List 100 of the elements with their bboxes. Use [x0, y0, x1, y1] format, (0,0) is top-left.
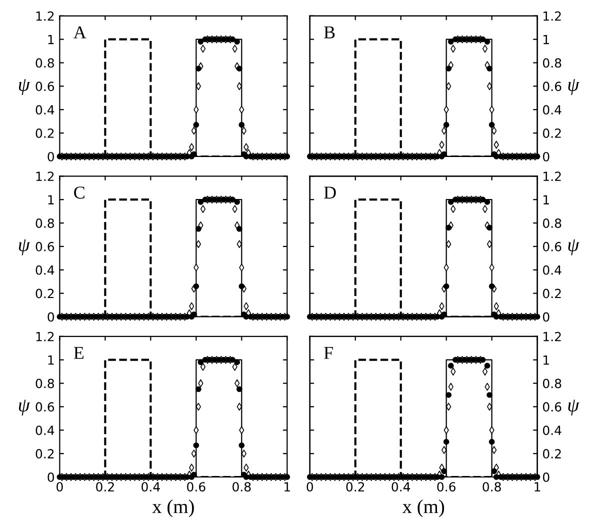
point — [407, 474, 413, 480]
x-tick-label: 1 — [534, 482, 540, 492]
point — [325, 154, 331, 160]
point — [484, 362, 490, 369]
y-tick-label: 1.2 — [36, 332, 54, 342]
y2-tick-label: 1.2 — [544, 332, 561, 342]
point — [80, 474, 86, 480]
point — [198, 38, 204, 45]
y-tick-label: 0.8 — [36, 218, 54, 228]
y2-tick-label: 0.6 — [542, 402, 562, 412]
y-tick-label: 0.4 — [36, 265, 54, 275]
annotation: B — [324, 26, 335, 38]
point — [486, 392, 492, 398]
point — [443, 438, 450, 445]
point — [316, 154, 322, 160]
point — [130, 474, 136, 480]
x-tick-label: 0.8 — [482, 482, 501, 492]
point — [84, 154, 90, 160]
y2-tick-label: 1 — [544, 195, 549, 204]
point — [134, 154, 140, 160]
point — [488, 122, 495, 128]
point — [486, 402, 492, 411]
point — [370, 474, 376, 480]
y-tick-label: 1 — [48, 355, 54, 365]
y-tick-label: 1 — [48, 195, 54, 204]
point — [266, 154, 272, 160]
x-tick-label: 0.4 — [142, 482, 160, 492]
y2-tick-label: 0.2 — [542, 449, 561, 458]
point — [482, 44, 488, 53]
point — [238, 122, 245, 128]
x-axis-title: x (m) — [152, 500, 194, 518]
point — [184, 474, 190, 480]
point — [366, 474, 372, 480]
point — [200, 362, 206, 371]
point — [412, 474, 418, 480]
point — [84, 474, 90, 480]
x-tick-label: 0 — [306, 482, 314, 492]
point — [441, 468, 447, 474]
point — [134, 474, 140, 480]
point — [196, 66, 202, 72]
point — [236, 226, 242, 232]
point — [502, 474, 508, 480]
y-tick-label: 0.6 — [36, 82, 54, 92]
x-tick-label: 0.2 — [96, 482, 114, 492]
y-tick-label: 0 — [48, 152, 54, 162]
point — [502, 154, 508, 160]
point — [234, 38, 240, 45]
annotation: C — [74, 186, 84, 199]
point — [446, 392, 452, 398]
x-tick-label: 0.4 — [392, 482, 410, 492]
point — [366, 154, 372, 160]
point — [80, 154, 86, 160]
y-axis-title: ψ — [18, 79, 30, 96]
point — [448, 362, 454, 369]
point — [125, 154, 131, 160]
y-axis-title: ψ — [18, 239, 30, 256]
point — [320, 474, 326, 480]
point — [482, 368, 488, 376]
point — [416, 474, 422, 480]
point — [236, 386, 242, 392]
y-tick-label: 0 — [48, 472, 54, 482]
annotation: E — [74, 346, 84, 359]
point — [407, 154, 413, 160]
y2-tick-label: 1 — [544, 355, 549, 365]
point — [362, 154, 368, 160]
y-tick-label: 0.2 — [36, 128, 54, 138]
point — [443, 122, 450, 128]
point — [466, 196, 472, 203]
point — [180, 154, 186, 160]
point — [452, 196, 458, 203]
y2-tick-label: 0 — [542, 472, 550, 482]
point — [88, 474, 94, 480]
point — [230, 196, 236, 203]
point — [88, 154, 94, 160]
y-tick-label: 0.2 — [36, 449, 54, 458]
point — [493, 474, 500, 480]
point — [325, 474, 331, 480]
point — [512, 154, 518, 160]
point — [193, 283, 200, 290]
annotation: A — [74, 26, 86, 38]
y2-tick-label: 0.4 — [542, 105, 562, 115]
point — [184, 154, 190, 160]
point — [491, 468, 498, 474]
x-tick-label: 0.2 — [346, 482, 364, 492]
point — [138, 154, 144, 160]
point — [138, 474, 144, 480]
point — [196, 226, 202, 232]
point — [507, 154, 513, 160]
point — [230, 356, 236, 363]
y2-tick-label: 0.6 — [542, 82, 562, 92]
point — [484, 38, 490, 45]
y2-tick-label: 0.2 — [542, 128, 561, 138]
point — [238, 283, 245, 290]
y2-tick-label: 0.8 — [542, 58, 562, 68]
point — [493, 154, 500, 160]
y2-axis-title: ψ — [568, 239, 580, 256]
y-tick-label: 0.6 — [36, 402, 54, 412]
annotation: F — [324, 346, 333, 359]
y-tick-label: 1 — [48, 34, 54, 44]
point — [266, 474, 272, 480]
